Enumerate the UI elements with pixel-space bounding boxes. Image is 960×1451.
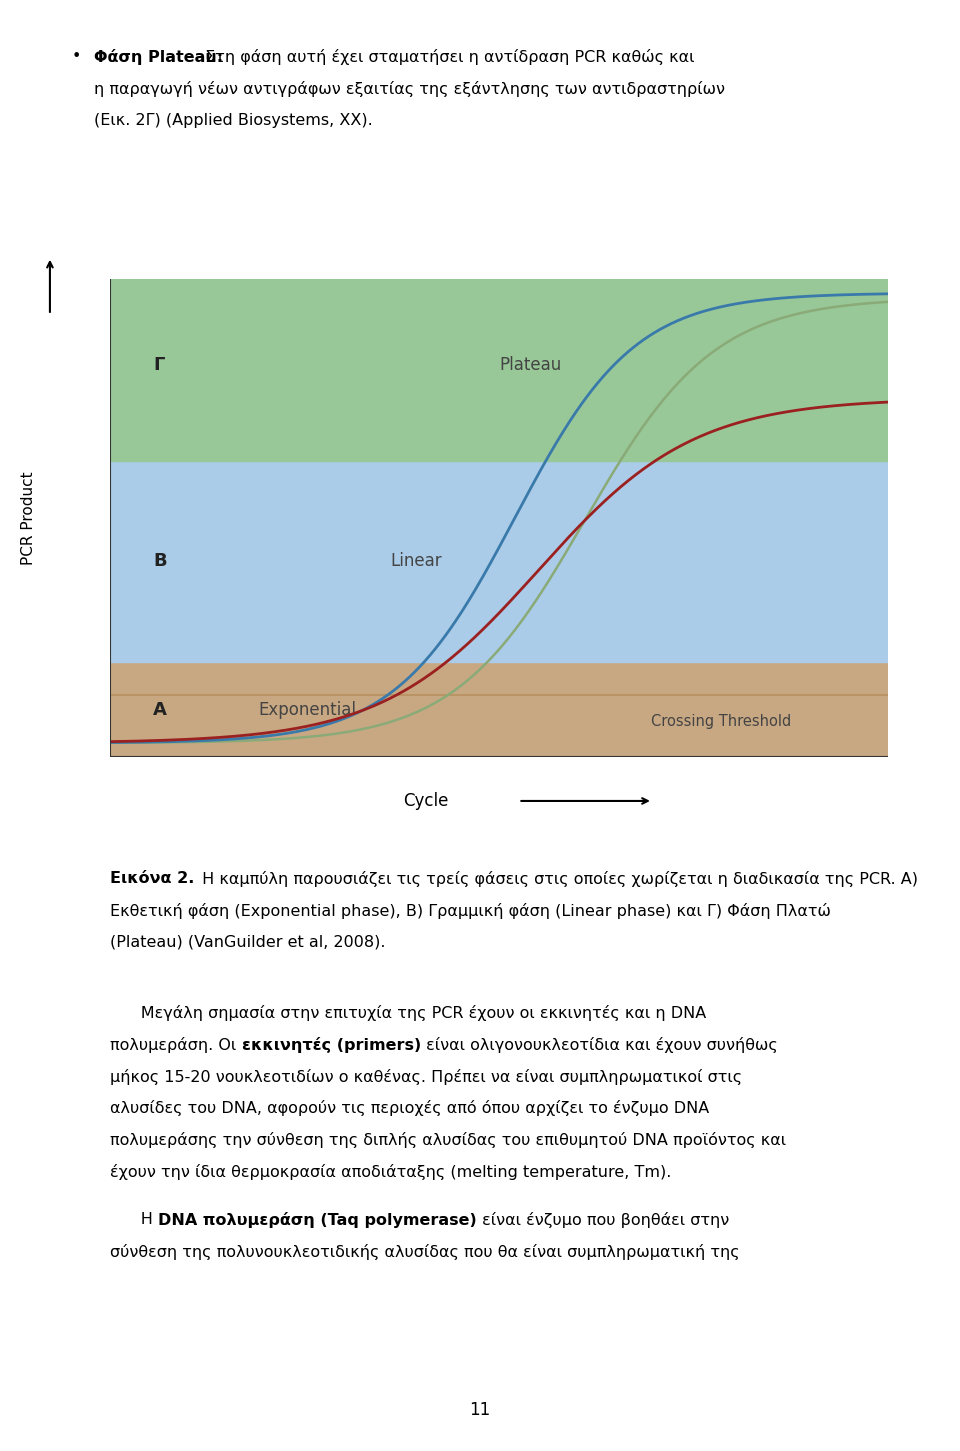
Text: Exponential: Exponential [258,701,356,718]
Text: (Εικ. 2Γ) (Applied Biosystems, ΧΧ).: (Εικ. 2Γ) (Applied Biosystems, ΧΧ). [94,113,372,128]
Text: 11: 11 [469,1402,491,1419]
Text: Εικόνα 2.: Εικόνα 2. [110,871,195,885]
Text: Μεγάλη σημασία στην επιτυχία της PCR έχουν οι εκκινητές και η DNA: Μεγάλη σημασία στην επιτυχία της PCR έχο… [110,1004,707,1020]
Text: Γ: Γ [154,355,164,374]
Text: Στη φάση αυτή έχει σταματήσει η αντίδραση PCR καθώς και: Στη φάση αυτή έχει σταματήσει η αντίδρασ… [200,49,694,65]
Text: έχουν την ίδια θερμοκρασία αποδιάταξης (melting temperature, Tm).: έχουν την ίδια θερμοκρασία αποδιάταξης (… [110,1164,672,1180]
Text: PCR Product: PCR Product [21,472,36,564]
Text: Φάση Plateau:: Φάση Plateau: [94,49,224,65]
Text: Plateau: Plateau [499,355,562,374]
Text: Η: Η [110,1212,158,1228]
Text: αλυσίδες του DNA, αφορούν τις περιοχές από όπου αρχίζει το ένζυμο DNA: αλυσίδες του DNA, αφορούν τις περιοχές α… [110,1100,709,1116]
Text: είναι ένζυμο που βοηθάει στην: είναι ένζυμο που βοηθάει στην [477,1212,730,1228]
Text: (Plateau) (VanGuilder et al, 2008).: (Plateau) (VanGuilder et al, 2008). [110,934,386,949]
Text: πολυμεράσης την σύνθεση της διπλής αλυσίδας του επιθυμητού DNA προϊόντος και: πολυμεράσης την σύνθεση της διπλής αλυσί… [110,1132,786,1148]
Text: Linear: Linear [391,551,442,570]
Text: Εκθετική φάση (Exponential phase), Β) Γραμμική φάση (Linear phase) και Γ) Φάση Π: Εκθετική φάση (Exponential phase), Β) Γρ… [110,903,831,918]
Text: Crossing Threshold: Crossing Threshold [651,714,791,728]
Text: Cycle: Cycle [403,792,448,810]
Bar [110,662,888,757]
Text: σύνθεση της πολυνουκλεοτιδικής αλυσίδας που θα είναι συμπληρωματική της: σύνθεση της πολυνουκλεοτιδικής αλυσίδας … [110,1244,740,1259]
Text: πολυμεράση. Οι: πολυμεράση. Οι [110,1036,242,1052]
Text: εκκινητές (primers): εκκινητές (primers) [242,1036,421,1052]
Text: είναι ολιγονουκλεοτίδια και έχουν συνήθως: είναι ολιγονουκλεοτίδια και έχουν συνήθω… [421,1036,778,1052]
Text: μήκος 15-20 νουκλεοτιδίων ο καθένας. Πρέπει να είναι συμπληρωματικοί στις: μήκος 15-20 νουκλεοτιδίων ο καθένας. Πρέ… [110,1068,742,1084]
Text: Η καμπύλη παρουσιάζει τις τρείς φάσεις στις οποίες χωρίζεται η διαδικασία της PC: Η καμπύλη παρουσιάζει τις τρείς φάσεις σ… [197,871,918,887]
Bar [110,460,888,662]
Text: B: B [154,551,167,570]
Bar [110,279,888,460]
Text: η παραγωγή νέων αντιγράφων εξαιτίας της εξάντλησης των αντιδραστηρίων: η παραγωγή νέων αντιγράφων εξαιτίας της … [94,81,725,97]
Text: A: A [154,701,167,718]
Text: DNA πολυμεράση (Taq polymerase): DNA πολυμεράση (Taq polymerase) [158,1212,477,1228]
Text: •: • [72,49,82,64]
